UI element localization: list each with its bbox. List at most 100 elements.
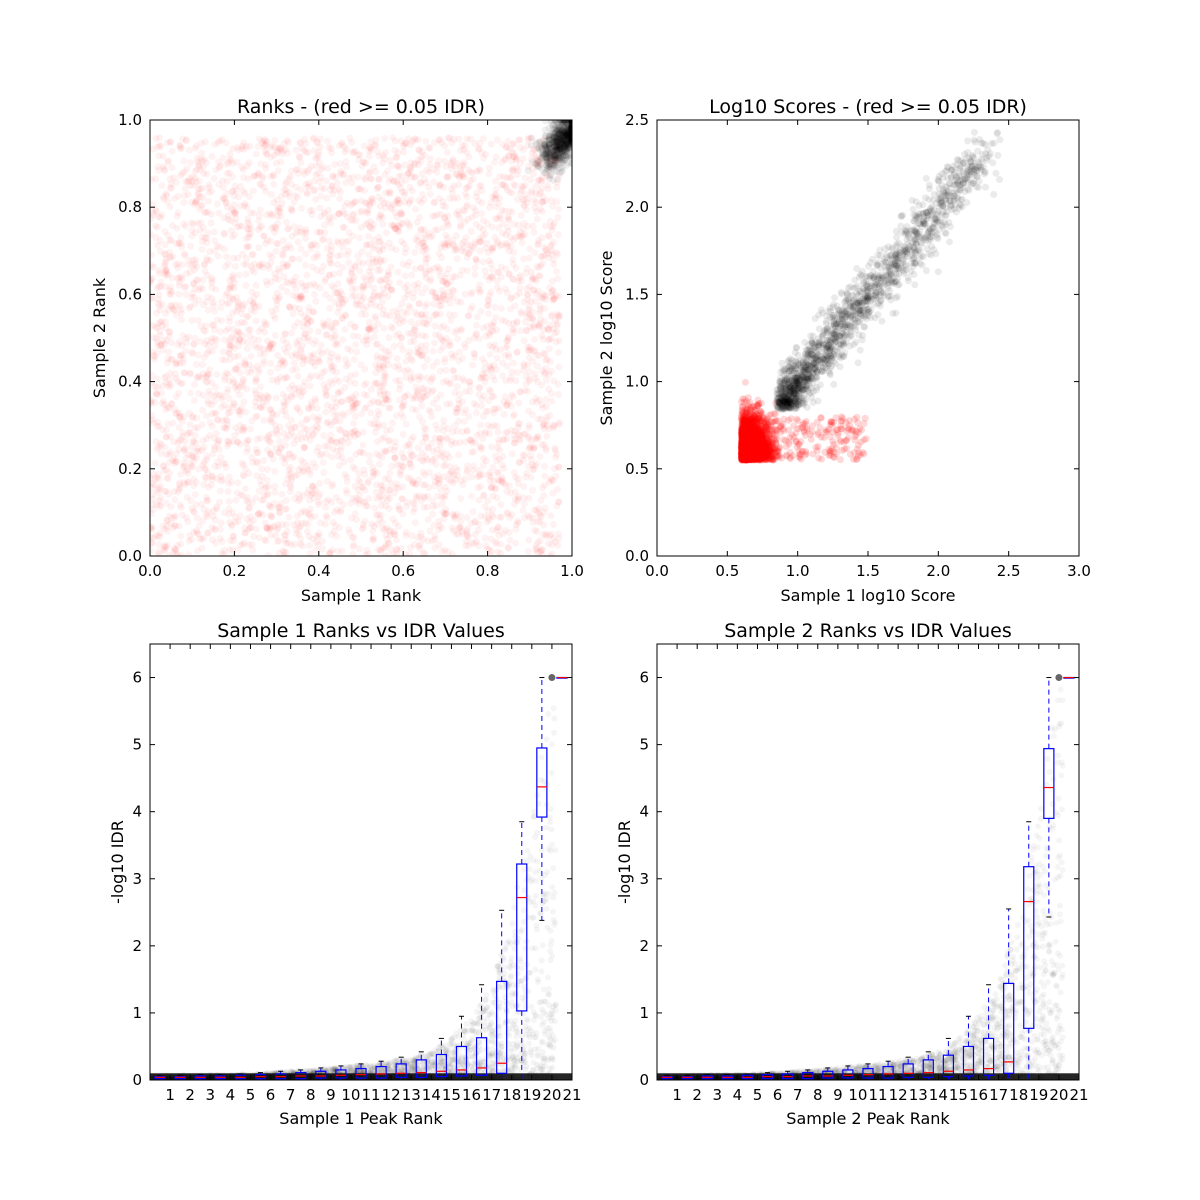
ranks-point-fail [537, 143, 545, 151]
ranks-point-fail [334, 289, 342, 297]
ranks-point-fail [221, 263, 229, 271]
ranks-point-fail [452, 530, 460, 538]
ranks-point-fail [372, 315, 380, 323]
ranks-point-fail [150, 400, 155, 408]
ranks-point-fail [434, 211, 442, 219]
ranks-point-fail [555, 498, 563, 506]
ranks-point-fail [514, 347, 522, 355]
ranks-point-fail [296, 153, 304, 161]
ranks-point-fail [445, 311, 453, 319]
ranks-point-fail [355, 185, 363, 193]
ranks-point-fail [351, 397, 359, 405]
ranks-point-fail [198, 544, 206, 552]
ranks-point-fail [255, 244, 263, 252]
ranks-point-fail [200, 354, 208, 362]
ranks-point-fail [416, 179, 424, 187]
ranks-point-fail [229, 145, 237, 153]
ranks-point-fail [267, 531, 275, 539]
ranks-point-fail [253, 344, 261, 352]
ranks-point-fail [517, 388, 525, 396]
ranks-point-fail [293, 403, 301, 411]
ranks-point-fail [292, 146, 300, 154]
ranks-point-fail [280, 186, 288, 194]
ranks-point-fail [496, 513, 504, 521]
ranks-point-fail [441, 213, 449, 221]
ranks-point-fail [375, 398, 383, 406]
ranks-point-fail [485, 329, 493, 337]
ranks-point-fail [372, 511, 380, 519]
ranks-point-fail [553, 328, 561, 336]
ranks-point-fail [186, 421, 194, 429]
ranks-point-fail [273, 301, 281, 309]
ranks-point-fail [537, 154, 545, 162]
ranks-point-fail [407, 196, 415, 204]
ranks-point-fail [554, 137, 562, 145]
ranks-point-fail [303, 527, 311, 535]
ranks-point-fail [242, 243, 250, 251]
ranks-point-fail [362, 276, 370, 284]
ranks-point-fail [313, 266, 321, 274]
ranks-point-fail [250, 294, 258, 302]
ranks-point-fail [536, 309, 544, 317]
ranks-point-fail [422, 179, 430, 187]
ranks-point-fail [194, 444, 202, 452]
ranks-point-fail [181, 283, 189, 291]
ranks-point-fail [508, 368, 516, 376]
ranks-point-fail [501, 156, 509, 164]
ranks-point-fail [506, 513, 514, 521]
ranks-point-fail [485, 276, 493, 284]
ranks-point-fail [417, 311, 425, 319]
ranks-point-fail [260, 143, 268, 151]
ranks-point-fail [487, 423, 495, 431]
ranks-point-fail [225, 377, 233, 385]
ranks-point-fail [245, 525, 253, 533]
ranks-point-fail [304, 405, 312, 413]
ranks-point-fail [208, 379, 216, 387]
ranks-point-fail [262, 320, 270, 328]
ranks-point-fail [526, 314, 534, 322]
ranks-point-fail [400, 308, 408, 316]
ranks-point-fail [454, 297, 462, 305]
ranks-point-fail [272, 159, 280, 167]
ranks-point-fail [413, 388, 421, 396]
ranks-point-fail [522, 373, 530, 381]
ranks-point-fail [173, 224, 181, 232]
ranks-point-fail [276, 293, 284, 301]
ranks-point-fail [549, 287, 557, 295]
ranks-point-fail [450, 367, 458, 375]
ranks-point-fail [260, 416, 268, 424]
ranks-point-pass [549, 176, 557, 184]
ranks-point-fail [188, 173, 196, 181]
ranks-point-fail [276, 509, 284, 517]
ranks-point-fail [456, 147, 464, 155]
ranks-point-fail [490, 361, 498, 369]
ranks-point-fail [362, 241, 370, 249]
ranks-point-fail [304, 431, 312, 439]
ranks-point-fail [238, 426, 246, 434]
ranks-point-fail [441, 510, 449, 518]
ranks-point-fail [535, 322, 543, 330]
ranks-point-fail [316, 284, 324, 292]
ranks-point-fail [394, 227, 402, 235]
ranks-point-fail [429, 510, 437, 518]
ranks-point-fail [534, 321, 542, 329]
ranks-point-fail [366, 224, 374, 232]
ranks-point-fail [480, 258, 488, 266]
ranks-point-fail [250, 335, 258, 343]
ranks-point-fail [470, 349, 478, 357]
ranks-point-fail [460, 409, 468, 417]
ranks-point-fail [226, 338, 234, 346]
ranks-point-fail [161, 260, 169, 268]
ranks-point-fail [446, 338, 454, 346]
ranks-point-fail [294, 295, 302, 303]
ranks-point-fail [346, 372, 354, 380]
ranks-point-fail [520, 202, 528, 210]
ranks-point-fail [185, 551, 193, 556]
ranks-point-fail [449, 286, 457, 294]
ranks-point-fail [509, 359, 517, 367]
ranks-point-fail [453, 409, 461, 417]
ranks-point-fail [536, 302, 544, 310]
ranks-point-fail [288, 180, 296, 188]
ranks-point-fail [297, 392, 305, 400]
ranks-point-fail [282, 186, 290, 194]
